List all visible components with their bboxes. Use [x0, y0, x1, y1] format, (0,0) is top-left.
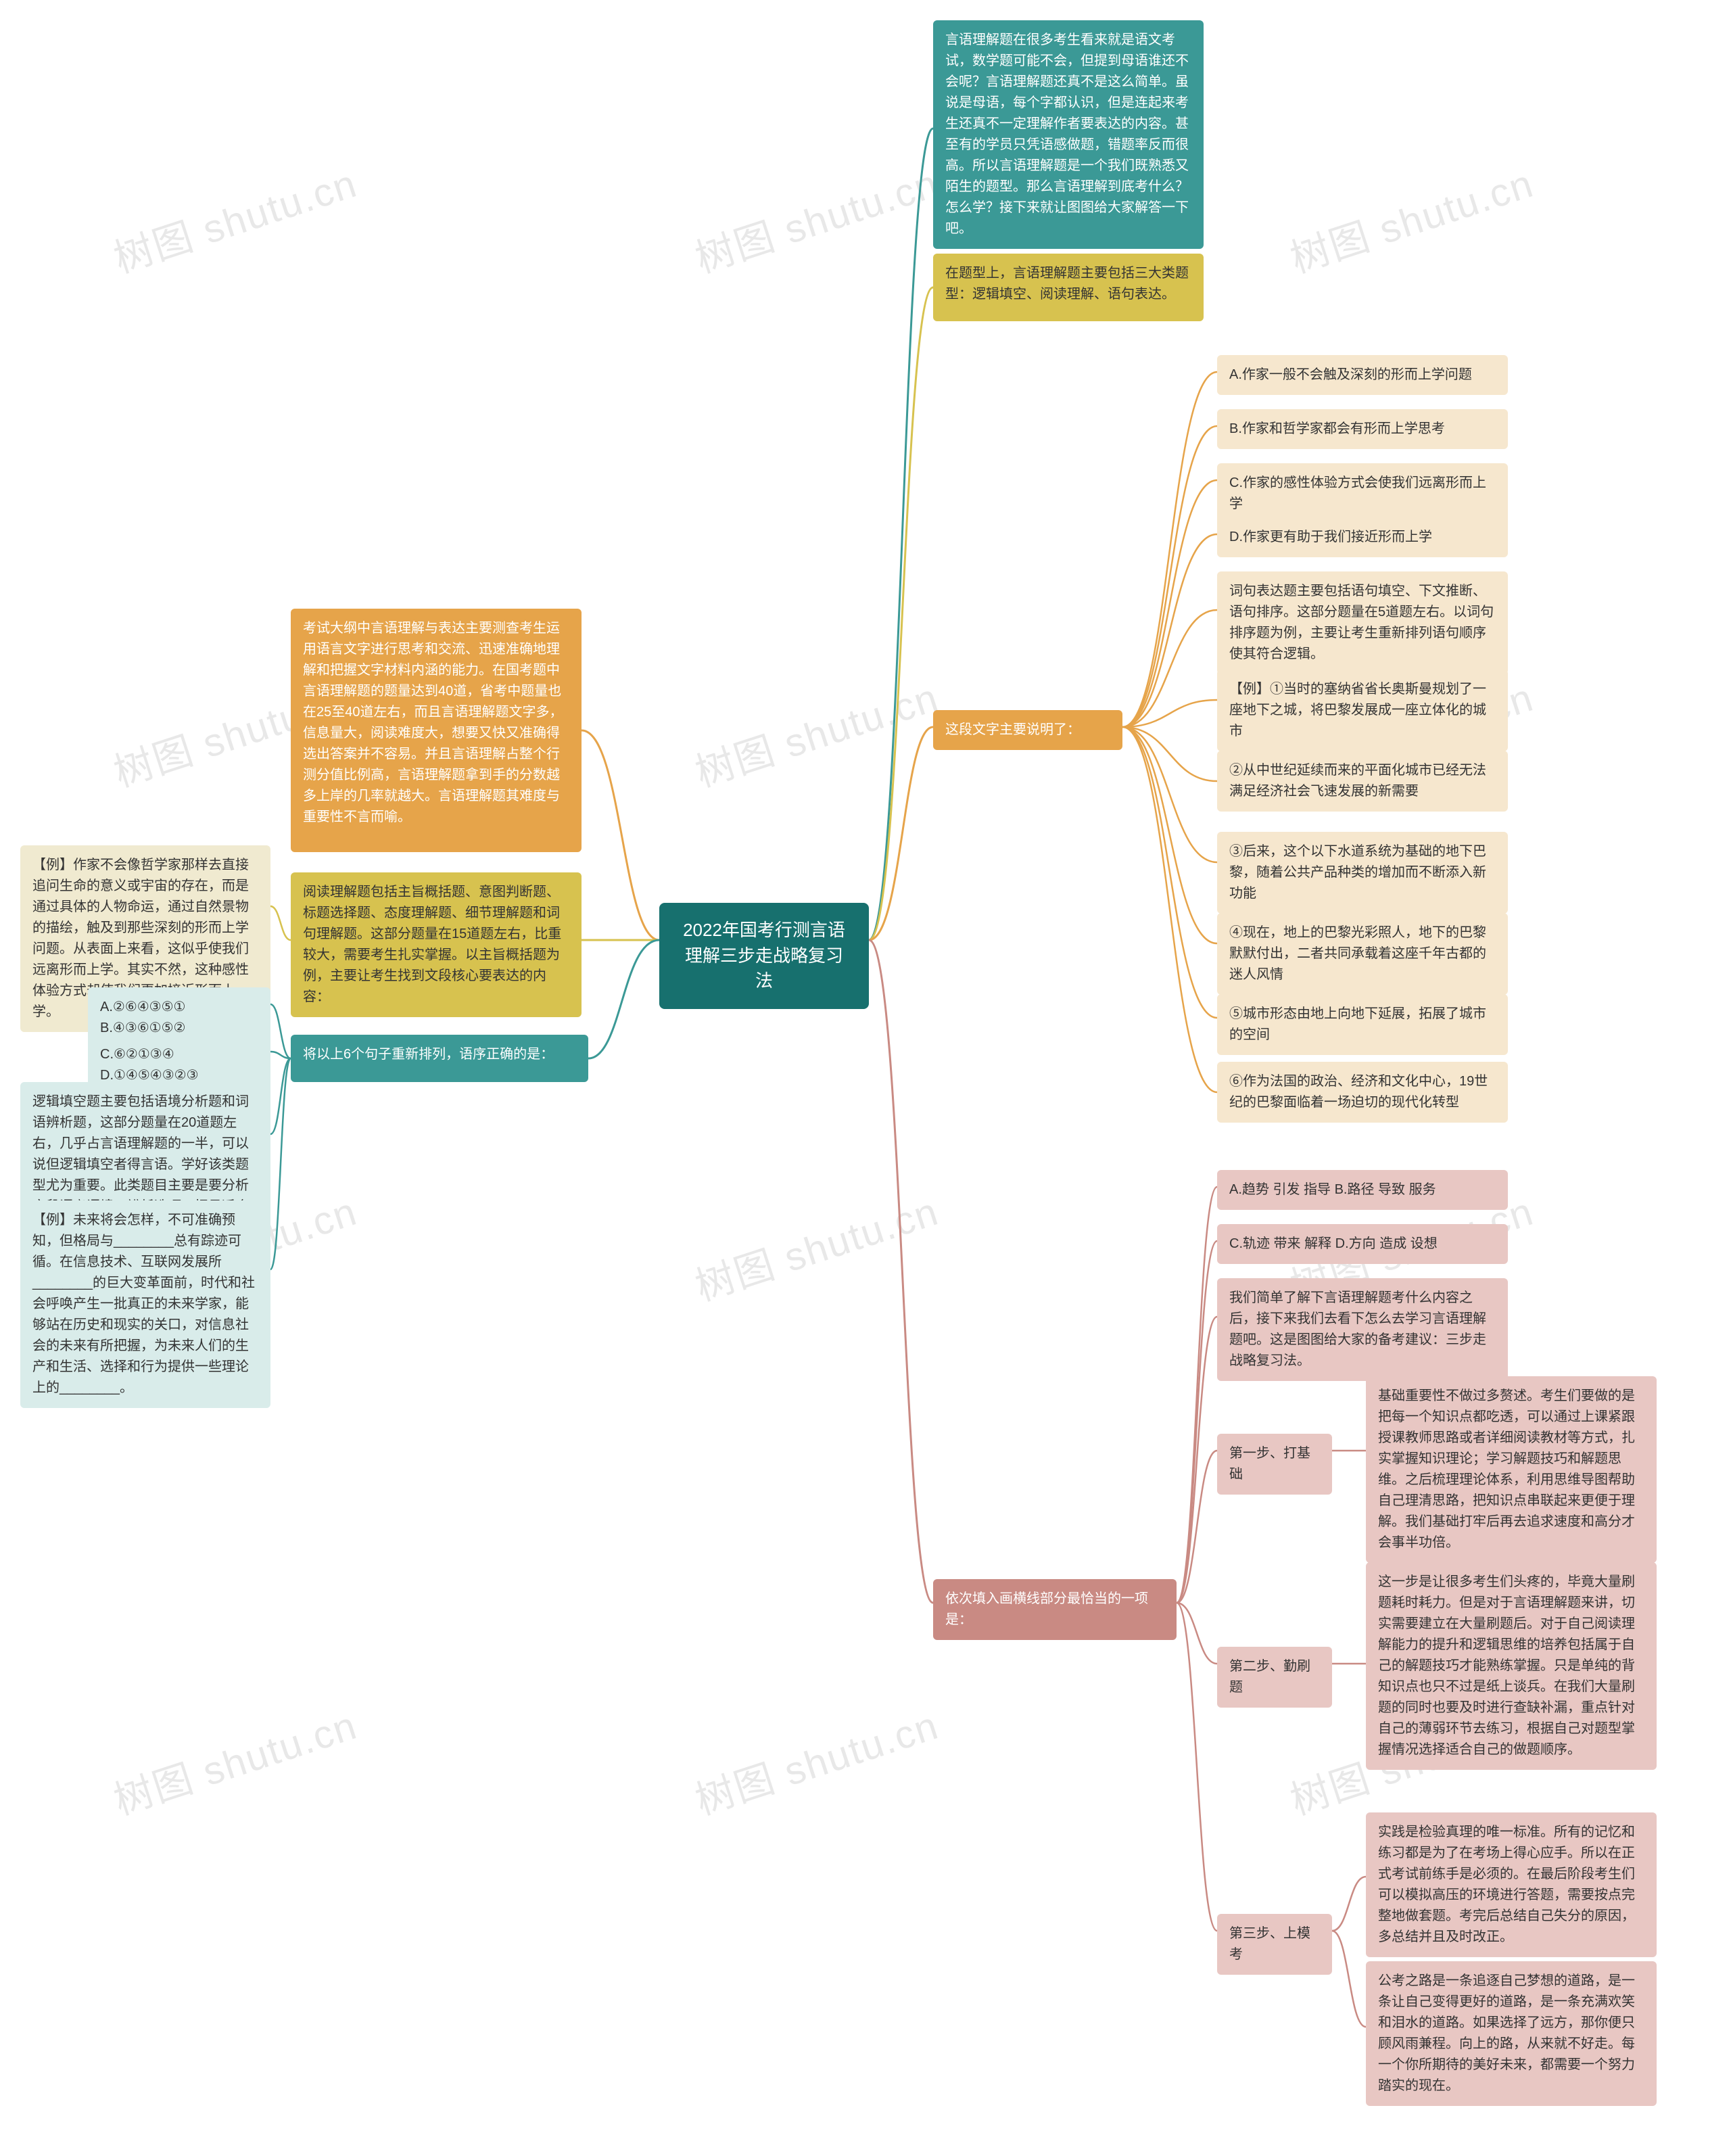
r3-k: ⑥作为法国的政治、经济和文化中心，19世纪的巴黎面临着一场迫切的现代化转型	[1217, 1062, 1508, 1123]
watermark: 树图 shutu.cn	[105, 1693, 363, 1825]
center-node: 2022年国考行测言语理解三步走战略复习法	[659, 903, 869, 1009]
r4-s1d: 基础重要性不做过多赘述。考生们要做的是把每一个知识点都吃透，可以通过上课紧跟授课…	[1366, 1376, 1657, 1563]
r4-b: C.轨迹 带来 解释 D.方向 造成 设想	[1217, 1224, 1508, 1264]
r3-i: ④现在，地上的巴黎光彩照人，地下的巴黎默默付出，二者共同承载着这座千年古都的迷人…	[1217, 913, 1508, 995]
right-types: 在题型上，言语理解题主要包括三大类题型：逻辑填空、阅读理解、语句表达。	[933, 254, 1204, 321]
watermark: 树图 shutu.cn	[1282, 151, 1540, 283]
r3-e: 词句表达题主要包括语句填空、下文推断、语句排序。这部分题量在5道题左右。以词句排…	[1217, 571, 1508, 674]
left-branch-3-ex: 【例】未来将会怎样，不可准确预知，但格局与________总有踪迹可循。在信息技…	[20, 1200, 270, 1408]
r3-c: C.作家的感性体验方式会使我们远离形而上学	[1217, 463, 1508, 524]
r4-s3t: 第三步、上模考	[1217, 1914, 1332, 1975]
watermark: 树图 shutu.cn	[687, 665, 945, 797]
watermark: 树图 shutu.cn	[687, 1693, 945, 1825]
r3-f: 【例】①当时的塞纳省省长奥斯曼规划了一座地下之城，将巴黎发展成一座立体化的城市	[1217, 670, 1508, 751]
right-intro: 言语理解题在很多考生看来就是语文考试，数学题可能不会，但提到母语谁还不会呢？言语…	[933, 20, 1204, 249]
r4-s2t: 第二步、勤刷题	[1217, 1647, 1332, 1708]
r3-d: D.作家更有助于我们接近形而上学	[1217, 517, 1508, 557]
left-branch-2: 阅读理解题包括主旨概括题、意图判断题、标题选择题、态度理解题、细节理解题和词句理…	[291, 872, 582, 1017]
r3-a: A.作家一般不会触及深刻的形而上学问题	[1217, 355, 1508, 395]
watermark: 树图 shutu.cn	[687, 1179, 945, 1311]
r4-c: 我们简单了解下言语理解题考什么内容之后，接下来我们去看下怎么去学习言语理解题吧。…	[1217, 1278, 1508, 1381]
watermark: 树图 shutu.cn	[687, 151, 945, 283]
r4-s3b: 公考之路是一条追逐自己梦想的道路，是一条让自己变得更好的道路，是一条充满欢笑和泪…	[1366, 1961, 1657, 2106]
r4-a: A.趋势 引发 指导 B.路径 导致 服务	[1217, 1170, 1508, 1210]
r4-s3d: 实践是检验真理的唯一标准。所有的记忆和练习都是为了在考场上得心应手。所以在正式考…	[1366, 1812, 1657, 1957]
r3-title: 这段文字主要说明了：	[933, 710, 1122, 750]
r3-j: ⑤城市形态由地上向地下延展，拓展了城市的空间	[1217, 994, 1508, 1055]
left-branch-3: 将以上6个句子重新排列，语序正确的是：	[291, 1035, 588, 1082]
r4-s2d: 这一步是让很多考生们头疼的，毕竟大量刷题耗时耗力。但是对于言语理解题来讲，切实需…	[1366, 1562, 1657, 1770]
r3-b: B.作家和哲学家都会有形而上学思考	[1217, 409, 1508, 449]
watermark: 树图 shutu.cn	[105, 151, 363, 283]
r4-title: 依次填入画横线部分最恰当的一项是：	[933, 1579, 1177, 1640]
r4-s1t: 第一步、打基础	[1217, 1434, 1332, 1495]
r3-h: ③后来，这个以下水道系统为基础的地下巴黎，随着公共产品种类的增加而不断添入新功能	[1217, 832, 1508, 914]
left-branch-1: 考试大纲中言语理解与表达主要测查考生运用语言文字进行思考和交流、迅速准确地理解和…	[291, 609, 582, 852]
r3-g: ②从中世纪延续而来的平面化城市已经无法满足经济社会飞速发展的新需要	[1217, 751, 1508, 812]
